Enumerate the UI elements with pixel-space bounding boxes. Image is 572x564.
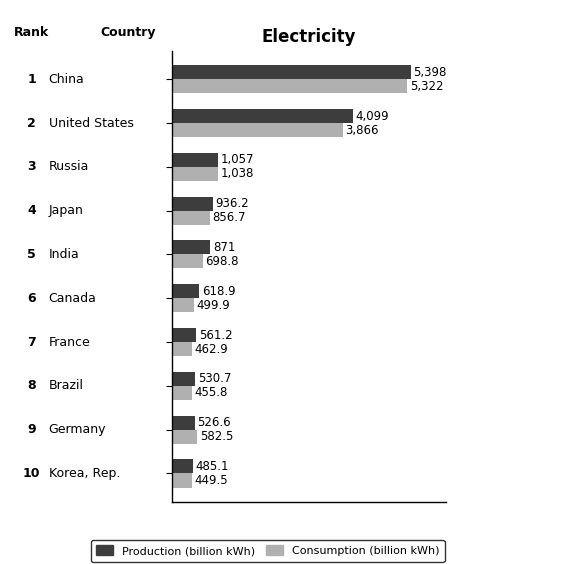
Text: 526.6: 526.6	[197, 416, 231, 429]
Text: 582.5: 582.5	[200, 430, 233, 443]
Text: Russia: Russia	[49, 160, 89, 173]
Title: Electricity: Electricity	[261, 28, 356, 46]
Bar	[172, 79, 407, 93]
Bar	[172, 153, 219, 167]
Text: 5: 5	[27, 248, 36, 261]
Text: India: India	[49, 248, 80, 261]
Bar	[172, 240, 210, 254]
Bar	[172, 123, 343, 137]
Text: China: China	[49, 73, 85, 86]
Text: 1: 1	[27, 73, 36, 86]
Bar	[172, 372, 195, 386]
Bar	[172, 210, 209, 224]
Text: 3,866: 3,866	[345, 124, 379, 136]
Text: 618.9: 618.9	[202, 285, 235, 298]
Text: Korea, Rep.: Korea, Rep.	[49, 467, 120, 480]
Text: 462.9: 462.9	[194, 342, 228, 355]
Bar	[172, 284, 199, 298]
Text: 1,038: 1,038	[220, 168, 253, 180]
Text: Rank: Rank	[14, 27, 49, 39]
Legend: Production (billion kWh), Consumption (billion kWh): Production (billion kWh), Consumption (b…	[91, 540, 444, 562]
Text: 4,099: 4,099	[356, 109, 390, 122]
Text: 9: 9	[27, 423, 36, 436]
Text: 5,322: 5,322	[410, 80, 443, 92]
Bar	[172, 416, 195, 430]
Text: 3: 3	[27, 160, 36, 173]
Text: 455.8: 455.8	[194, 386, 228, 399]
Bar	[172, 430, 197, 444]
Text: 1,057: 1,057	[221, 153, 255, 166]
Text: 561.2: 561.2	[199, 329, 233, 342]
Bar	[172, 65, 411, 79]
Bar	[172, 342, 192, 356]
Bar	[172, 167, 217, 181]
Bar	[172, 298, 194, 312]
Bar	[172, 109, 353, 123]
Bar	[172, 386, 192, 400]
Text: Country: Country	[100, 27, 156, 39]
Text: 530.7: 530.7	[198, 372, 231, 385]
Text: 871: 871	[213, 241, 235, 254]
Text: 698.8: 698.8	[205, 255, 239, 268]
Text: 2: 2	[27, 117, 36, 130]
Bar	[172, 460, 193, 474]
Bar	[172, 474, 192, 487]
Text: 485.1: 485.1	[196, 460, 229, 473]
Text: 10: 10	[23, 467, 40, 480]
Text: United States: United States	[49, 117, 133, 130]
Bar	[172, 197, 213, 210]
Text: 856.7: 856.7	[212, 211, 246, 224]
Text: 8: 8	[27, 380, 36, 393]
Text: 4: 4	[27, 204, 36, 217]
Text: 449.5: 449.5	[194, 474, 228, 487]
Text: Canada: Canada	[49, 292, 97, 305]
Text: 499.9: 499.9	[196, 299, 230, 312]
Text: 7: 7	[27, 336, 36, 349]
Text: Japan: Japan	[49, 204, 84, 217]
Bar	[172, 328, 196, 342]
Text: 6: 6	[27, 292, 36, 305]
Text: Germany: Germany	[49, 423, 106, 436]
Text: 5,398: 5,398	[414, 66, 447, 79]
Text: 936.2: 936.2	[216, 197, 249, 210]
Text: France: France	[49, 336, 90, 349]
Text: Brazil: Brazil	[49, 380, 84, 393]
Bar	[172, 254, 202, 268]
